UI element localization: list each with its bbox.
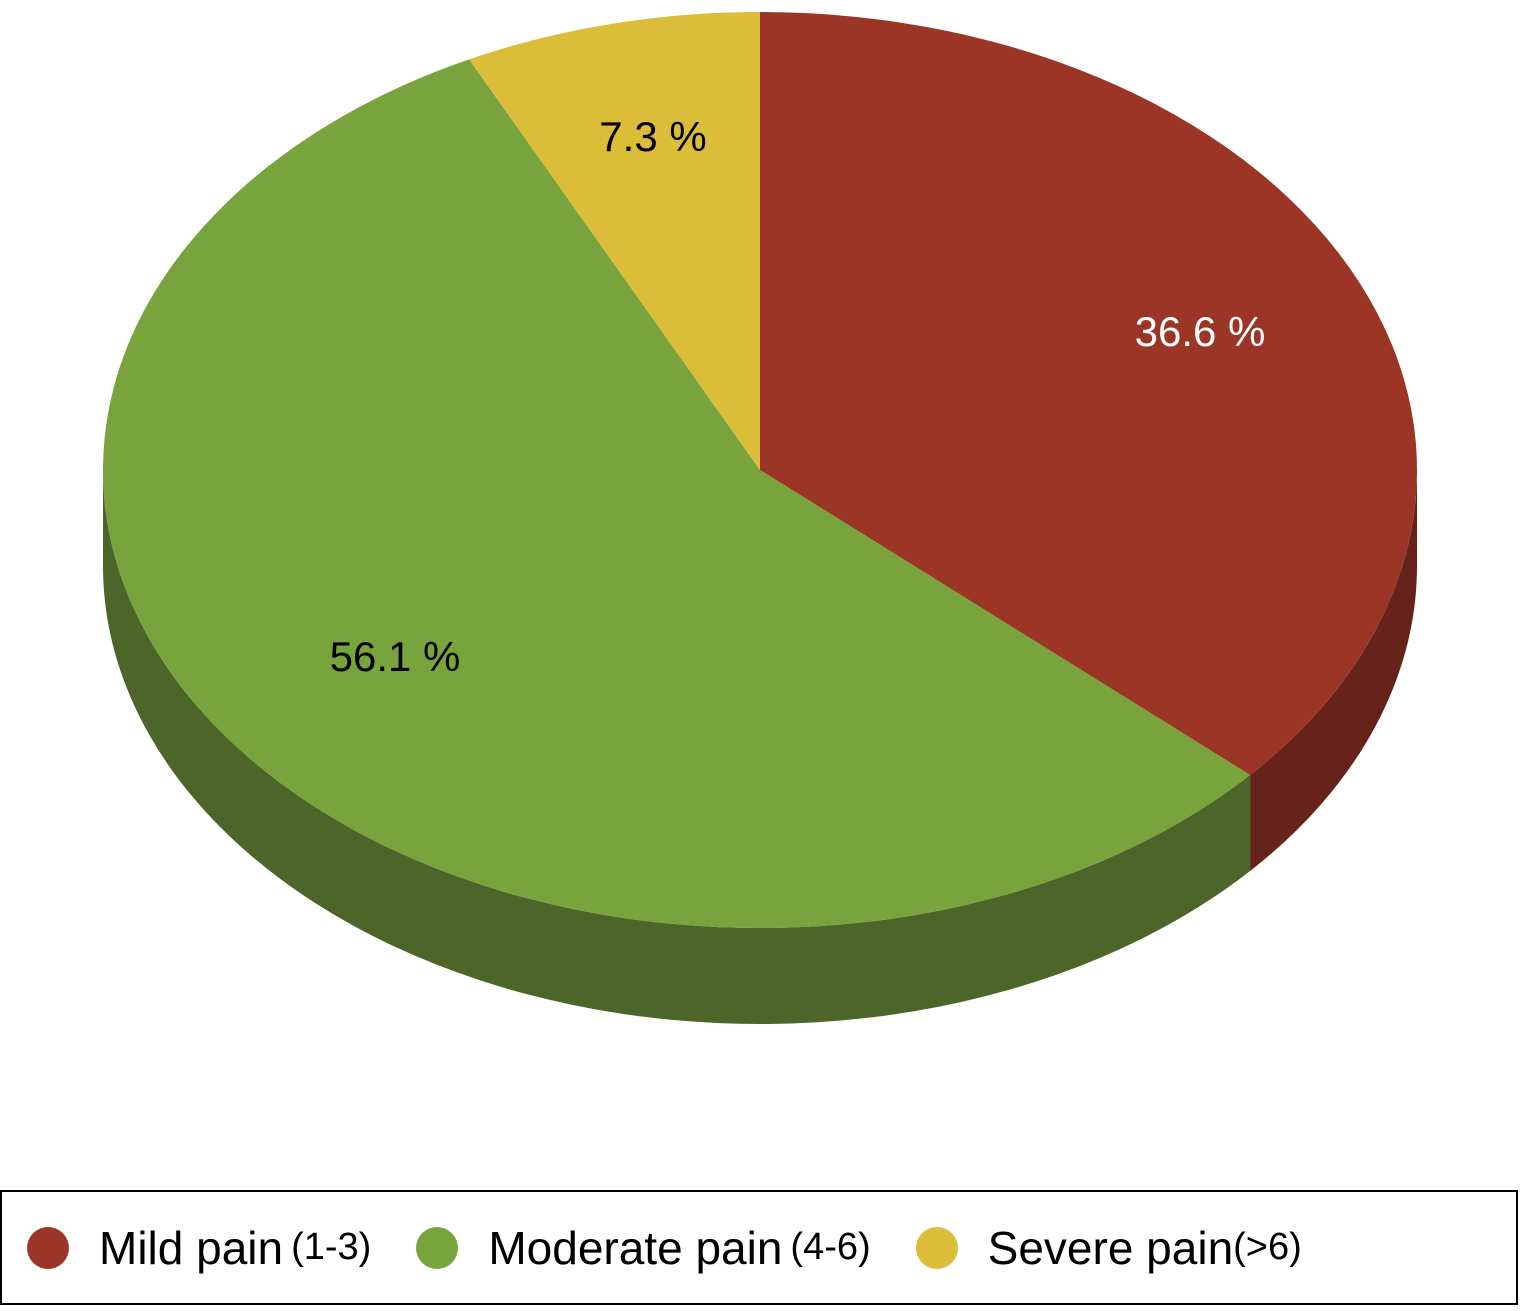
slice-mild [760, 12, 1418, 776]
slice-side-moderate [103, 470, 1251, 1025]
slice-label-mild: 36.6 % [1135, 308, 1266, 355]
slice-side-mild [1250, 470, 1417, 872]
legend-label-mild: Mild pain [99, 1221, 284, 1274]
slice-labels: 36.6 % 56.1 % 7.3 % [330, 113, 1266, 680]
slice-severe [469, 12, 760, 470]
slice-label-severe: 7.3 % [599, 113, 706, 160]
legend-item-severe: Severe pain (>6) [915, 1221, 1302, 1275]
legend-range-severe: (>6) [1233, 1226, 1302, 1268]
legend-label-moderate: Moderate pain [488, 1221, 783, 1274]
legend-swatch-moderate [416, 1226, 459, 1269]
legend-range-mild: (1-3) [291, 1226, 372, 1268]
legend: Mild pain (1-3) Moderate pain (4-6) Seve… [0, 1190, 1518, 1305]
slice-label-moderate: 56.1 % [330, 633, 461, 680]
pie-sides [103, 470, 1417, 1025]
legend-range-moderate: (4-6) [790, 1226, 871, 1268]
legend-label-severe: Severe pain [987, 1221, 1234, 1274]
pie-slices [103, 12, 1418, 928]
legend-item-moderate: Moderate pain (4-6) [416, 1221, 871, 1275]
legend-swatch-severe [915, 1226, 958, 1269]
slice-moderate [103, 59, 1251, 928]
legend-swatch-mild [27, 1226, 69, 1269]
legend-item-mild: Mild pain (1-3) [27, 1221, 371, 1275]
